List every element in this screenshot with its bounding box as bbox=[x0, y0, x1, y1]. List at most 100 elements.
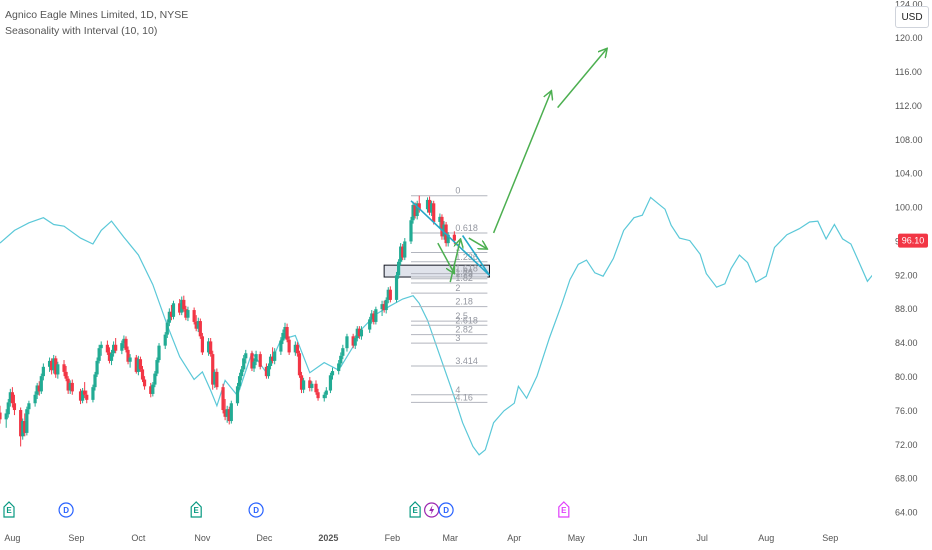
forecast-arrow bbox=[557, 48, 608, 109]
candle-body bbox=[355, 328, 359, 339]
price-label-box bbox=[898, 233, 928, 248]
x-tick-label: Sep bbox=[822, 533, 838, 543]
candle-body bbox=[225, 409, 229, 417]
y-tick-label: 112.00 bbox=[895, 101, 922, 111]
candle-body bbox=[372, 313, 376, 322]
candle-body bbox=[39, 376, 43, 392]
candle-body bbox=[235, 386, 240, 404]
candle-body bbox=[163, 334, 167, 346]
x-tick-label: Aug bbox=[758, 533, 774, 543]
forecast-arrow bbox=[468, 237, 488, 249]
event-marker-letter: E bbox=[561, 506, 567, 515]
currency-button[interactable]: USD bbox=[895, 6, 929, 28]
event-marker-letter: E bbox=[412, 506, 418, 515]
fib-level-label: 3.414 bbox=[455, 356, 478, 366]
candle-body bbox=[283, 327, 287, 333]
dividend-event-marker bbox=[248, 502, 264, 518]
candle-body bbox=[308, 380, 312, 388]
candle-body bbox=[384, 299, 388, 311]
event-marker-letter: D bbox=[253, 506, 259, 515]
candle-body bbox=[78, 391, 83, 401]
candle-body bbox=[171, 303, 176, 317]
candle-body bbox=[105, 344, 109, 353]
candle-body bbox=[264, 366, 269, 377]
y-tick-label: 124.00 bbox=[895, 0, 923, 9]
candle-body bbox=[194, 321, 198, 329]
candle-body bbox=[380, 304, 384, 310]
candle-body bbox=[52, 358, 56, 371]
candle-body bbox=[54, 358, 58, 375]
y-tick-label: 88.00 bbox=[895, 304, 918, 314]
candle-body bbox=[394, 275, 399, 300]
candle-body bbox=[446, 234, 450, 244]
candle-body bbox=[370, 313, 374, 320]
candle-body bbox=[295, 344, 299, 354]
x-tick-label: Jul bbox=[696, 533, 708, 543]
x-tick-label: Dec bbox=[256, 533, 273, 543]
seasonality-line bbox=[0, 196, 872, 456]
candle-body bbox=[180, 299, 184, 313]
candle-body bbox=[244, 353, 248, 359]
fib-level-label: 0.618 bbox=[455, 223, 478, 233]
candle-body bbox=[198, 321, 202, 337]
candle-body bbox=[314, 383, 318, 393]
y-tick-label: 76.00 bbox=[895, 406, 918, 416]
candle-body bbox=[287, 339, 291, 353]
earnings-event-marker bbox=[558, 501, 570, 518]
candle-body bbox=[403, 241, 407, 258]
candle-body bbox=[140, 369, 145, 380]
candle-body bbox=[293, 344, 297, 353]
candle-body bbox=[310, 383, 314, 388]
fib-level-label: 2.82 bbox=[455, 325, 473, 335]
forecast-arrow bbox=[449, 239, 460, 283]
fib-level-label: 1.618 bbox=[455, 264, 478, 274]
fib-level-label: 0 bbox=[455, 186, 460, 196]
candle-body bbox=[138, 359, 143, 370]
candle-body bbox=[83, 390, 87, 395]
candle-body bbox=[93, 374, 97, 388]
candle-body bbox=[56, 364, 60, 375]
candle-body bbox=[438, 216, 442, 222]
candle-body bbox=[153, 373, 157, 385]
event-marker-letter: D bbox=[443, 506, 449, 515]
event-marker-letter: D bbox=[63, 506, 69, 515]
y-tick-label: 68.00 bbox=[895, 474, 918, 484]
candle-body bbox=[4, 413, 8, 420]
candle-body bbox=[328, 375, 333, 391]
candle-body bbox=[95, 360, 99, 375]
candle-body bbox=[35, 385, 39, 395]
candle-body bbox=[99, 344, 103, 349]
candle-body bbox=[415, 203, 419, 217]
candle-body bbox=[206, 341, 211, 353]
earnings-event-marker bbox=[3, 501, 15, 518]
candle-body bbox=[165, 322, 169, 335]
candle-body bbox=[157, 345, 161, 361]
candle-body bbox=[136, 359, 140, 372]
candle-body bbox=[111, 344, 116, 354]
candle-body bbox=[242, 358, 246, 370]
candle-body bbox=[396, 261, 401, 276]
event-marker-letter: E bbox=[194, 506, 200, 515]
dividend-event-marker bbox=[438, 502, 454, 518]
candle-body bbox=[70, 382, 74, 392]
y-tick-label: 92.00 bbox=[895, 270, 918, 280]
y-tick-label: 64.00 bbox=[895, 508, 918, 518]
candle-body bbox=[200, 336, 204, 353]
x-tick-label: May bbox=[568, 533, 586, 543]
candle-body bbox=[388, 289, 392, 300]
fib-level-label: 4 bbox=[455, 385, 460, 395]
candle-body bbox=[128, 357, 132, 362]
candle-body bbox=[351, 336, 355, 346]
candle-body bbox=[62, 364, 66, 372]
candle-body bbox=[273, 351, 277, 361]
x-tick-label: Apr bbox=[507, 533, 521, 543]
candle-body bbox=[268, 356, 273, 366]
candle-body bbox=[252, 361, 256, 369]
candle-body bbox=[10, 392, 14, 404]
y-tick-label: 116.00 bbox=[895, 67, 922, 77]
candle-body bbox=[124, 338, 128, 350]
candle-body bbox=[411, 205, 415, 221]
x-tick-label: Feb bbox=[385, 533, 401, 543]
candle-body bbox=[357, 328, 361, 337]
